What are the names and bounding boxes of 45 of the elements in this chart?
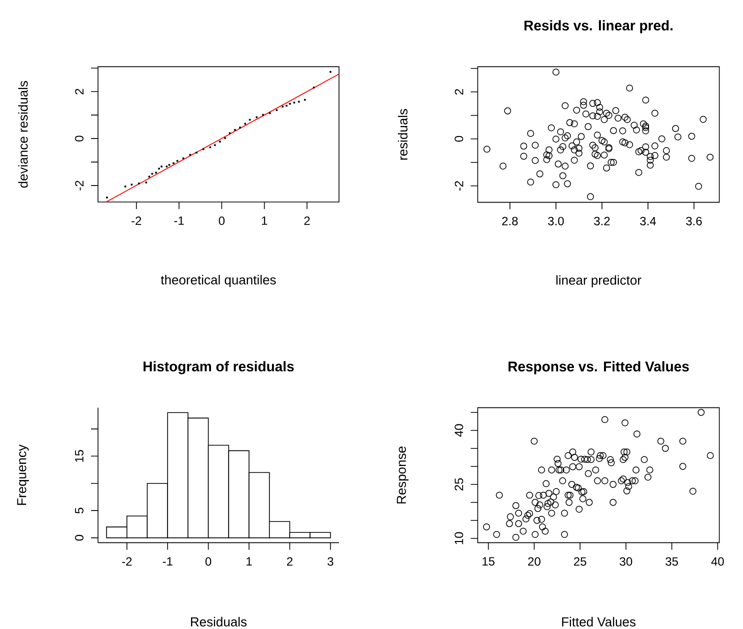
y-tick-label: 0 bbox=[74, 534, 84, 541]
chart-title: Histogram of residuals bbox=[144, 361, 294, 374]
x-tick-label: 3.0 bbox=[548, 216, 564, 226]
y-axis-title: deviance residuals bbox=[18, 81, 28, 188]
x-tick-label: 1 bbox=[262, 216, 268, 225]
x-tick-label: 25 bbox=[574, 557, 586, 566]
x-tick-label: 2.8 bbox=[502, 216, 518, 226]
y-axis-title: residuals bbox=[398, 108, 408, 160]
x-axis-title: Residuals bbox=[191, 616, 247, 626]
x-tick-label: -1 bbox=[162, 557, 172, 566]
x-tick-label: 3.6 bbox=[686, 216, 702, 226]
x-tick-label: 15 bbox=[482, 557, 495, 566]
x-tick-label: 30 bbox=[620, 557, 632, 566]
y-tick-label: -2 bbox=[75, 180, 84, 190]
x-axis-title: theoretical quantiles bbox=[160, 274, 276, 288]
y-tick-label: 0 bbox=[74, 136, 84, 142]
x-tick-label: -1 bbox=[174, 216, 184, 225]
y-tick-label: 10 bbox=[454, 532, 464, 544]
x-tick-label: -2 bbox=[132, 216, 142, 225]
x-tick-label: 0 bbox=[205, 557, 212, 566]
x-axis-title: Fitted Values bbox=[562, 616, 636, 626]
x-tick-label: 3 bbox=[328, 557, 334, 566]
x-tick-label: 20 bbox=[528, 557, 540, 566]
y-tick-label: 5 bbox=[75, 508, 84, 514]
chart-title: Response vs. Fitted Values bbox=[508, 361, 689, 374]
y-tick-label: 25 bbox=[454, 478, 464, 490]
x-tick-label: 2 bbox=[287, 557, 292, 566]
x-tick-label: 3.4 bbox=[640, 216, 656, 226]
x-axis-title: linear predictor bbox=[556, 275, 642, 288]
y-tick-label: 40 bbox=[454, 424, 464, 437]
x-tick-label: -2 bbox=[122, 557, 132, 566]
x-tick-label: 3.2 bbox=[594, 216, 610, 226]
y-tick-label: 2 bbox=[75, 88, 84, 94]
x-tick-label: 2 bbox=[304, 216, 310, 225]
x-tick-label: 0 bbox=[218, 216, 225, 226]
x-tick-label: 1 bbox=[246, 557, 252, 566]
y-axis-title: Response bbox=[396, 446, 409, 504]
y-tick-label: 15 bbox=[75, 450, 84, 462]
y-tick-label: -2 bbox=[454, 181, 464, 191]
chart-title: Resids vs. linear pred. bbox=[524, 20, 672, 34]
y-tick-label: 2 bbox=[454, 89, 464, 95]
x-tick-label: 35 bbox=[666, 557, 678, 566]
x-tick-label: 40 bbox=[711, 557, 724, 566]
y-tick-label: 0 bbox=[454, 136, 464, 142]
y-axis-title: Frequency bbox=[17, 444, 29, 505]
